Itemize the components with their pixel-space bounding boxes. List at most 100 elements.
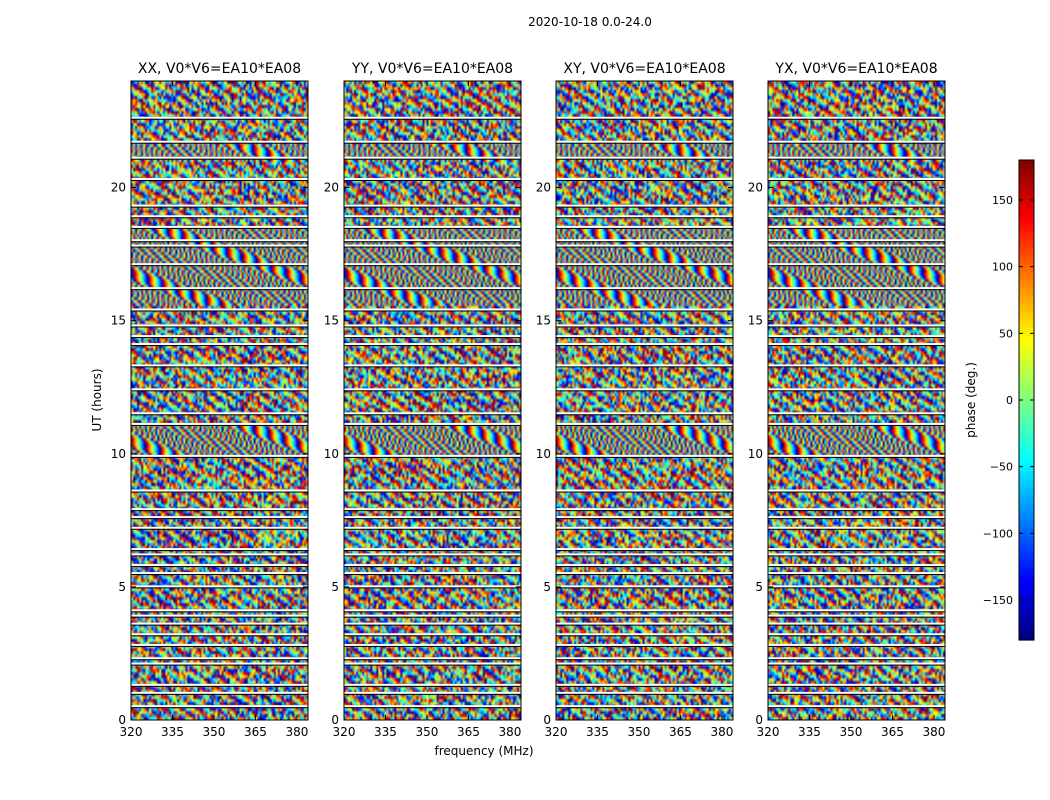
flag-edge [131,345,308,347]
colorbar-swatch [1019,428,1034,433]
colorbar-swatch [1019,344,1034,349]
x-tick-label: 350 [416,725,439,739]
flag-edge [131,326,308,328]
flag-line [131,412,308,415]
colorbar-tick-label: 100 [992,261,1013,274]
colorbar-swatch [1019,360,1034,365]
flag-edge [556,555,733,557]
flag-edge [344,456,521,458]
colorbar-swatch [1019,340,1034,345]
flag-edge [131,180,308,182]
flag-line [768,215,945,218]
colorbar-swatch [1019,268,1034,273]
flag-line [768,489,945,492]
y-tick-label: 0 [331,713,339,727]
flag-line [131,204,308,207]
flag-line [344,705,521,708]
colorbar-label: phase (deg.) [964,362,978,438]
flag-edge [768,246,945,248]
flag-edge [556,246,733,248]
flag-edge [344,659,521,661]
flag-edge [131,574,308,576]
flag-edge [556,491,733,493]
colorbar-swatch [1019,264,1034,269]
flag-edge [556,616,733,618]
flag-edge [344,574,521,576]
colorbar-swatch [1019,616,1034,621]
flag-edge [556,118,733,120]
flag-line [344,585,521,588]
flag-line [131,516,308,519]
flag-edge [556,366,733,368]
flag-edge [768,337,945,339]
flag-line [131,691,308,694]
flag-line [344,548,521,551]
flag-line [556,454,733,457]
flag-edge [556,587,733,589]
flag-edge [768,345,945,347]
y-tick-label: 5 [118,580,126,594]
colorbar-swatch [1019,516,1034,521]
flag-line [768,178,945,181]
flag-line [131,683,308,686]
flag-edge [344,217,521,219]
flag-line [556,116,733,119]
y-tick-label: 20 [111,181,126,195]
flag-line [344,454,521,457]
flag-line [344,564,521,567]
flag-line [131,662,308,665]
flag-edge [344,555,521,557]
flag-edge [344,550,521,552]
flag-line [768,643,945,646]
flag-edge [556,635,733,637]
flag-line [768,422,945,425]
flag-edge [556,664,733,666]
flag-edge [768,528,945,530]
phase-image [556,81,733,720]
panel-frame [767,80,946,721]
flag-edge [344,206,521,208]
y-tick-label: 5 [331,580,339,594]
panel-title: XX, V0*V6=EA10*EA08 [138,61,301,77]
flag-edge [556,624,733,626]
flag-line [556,308,733,311]
flag-edge [344,265,521,267]
y-tick-label: 5 [755,580,763,594]
flag-line [344,156,521,159]
y-tick-label: 10 [111,447,126,461]
colorbar-swatch [1019,600,1034,605]
colorbar-swatch [1019,276,1034,281]
flag-line [344,508,521,511]
flag-line [556,691,733,694]
colorbar-swatch [1019,424,1034,429]
flag-line [131,657,308,660]
flag-line [344,643,521,646]
colorbar-swatch [1019,272,1034,277]
flag-line [131,489,308,492]
flag-edge [344,180,521,182]
flag-edge [131,414,308,416]
flag-edge [556,310,733,312]
flag-edge [131,310,308,312]
flag-line [131,526,308,529]
flag-line [768,614,945,617]
flag-line [131,422,308,425]
colorbar-swatch [1019,380,1034,385]
flag-edge [768,310,945,312]
flag-edge [131,635,308,637]
flag-line [131,614,308,617]
flag-edge [131,289,308,291]
flag-edge [768,574,945,576]
flag-edge [556,518,733,520]
flag-line [556,508,733,511]
colorbar-swatch [1019,232,1034,237]
colorbar-swatch [1019,312,1034,317]
colorbar-swatch [1019,404,1034,409]
flag-line [768,516,945,519]
flag-edge [131,611,308,613]
colorbar-swatch [1019,172,1034,177]
colorbar-swatch [1019,184,1034,189]
flag-line [131,156,308,159]
flag-edge [768,510,945,512]
flag-edge [556,611,733,613]
